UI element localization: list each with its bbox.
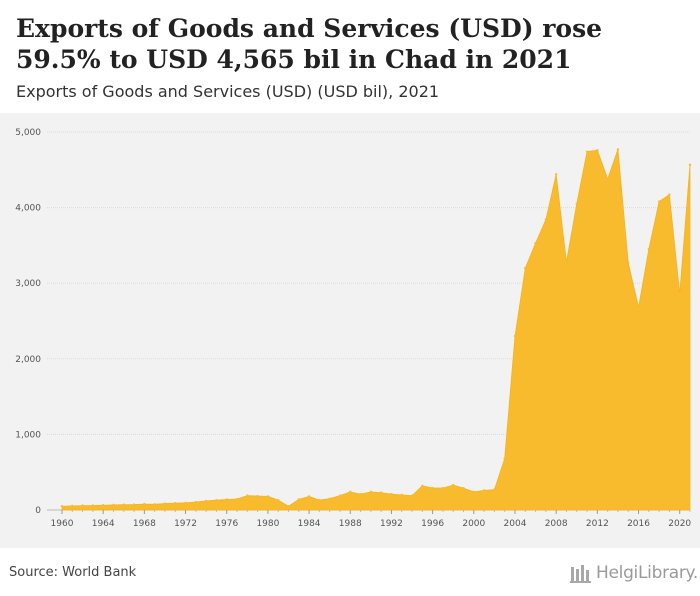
logo-text: HelgiLibrary. [596, 563, 699, 583]
data-point [328, 497, 331, 500]
x-tick-label: 1988 [339, 519, 362, 529]
data-point [524, 266, 527, 270]
data-point [81, 504, 84, 507]
chart-subtitle: Exports of Goods and Services (USD) (USD… [16, 82, 440, 101]
data-point [256, 494, 259, 498]
x-tick-label: 1996 [421, 519, 444, 529]
data-point [112, 503, 115, 507]
data-point [101, 504, 105, 507]
data-point [246, 494, 249, 497]
data-point [575, 202, 578, 206]
x-tick-label: 2004 [504, 519, 527, 529]
y-tick-label: 5,000 [15, 128, 41, 138]
chart-title: Exports of Goods and Services (USD) rose… [16, 14, 603, 74]
data-point [276, 498, 280, 502]
area-series [60, 148, 692, 511]
data-point [627, 261, 630, 264]
data-point [616, 148, 620, 151]
data-point [596, 148, 599, 152]
area-series-fill [61, 149, 691, 511]
x-tick-label: 1972 [174, 519, 197, 529]
brand-logo: HelgiLibrary. [570, 562, 698, 584]
data-point [688, 163, 692, 167]
data-point [215, 498, 218, 502]
x-tick-label: 2016 [627, 519, 650, 529]
x-tick-label: 2020 [668, 519, 691, 529]
area-chart: 0 1,000 2,000 3,000 4,000 5,000 1960 1964 1968 19… [15, 128, 692, 529]
x-tick-label: 1960 [51, 519, 74, 529]
data-point [554, 173, 558, 176]
data-point [400, 493, 403, 497]
data-point [668, 193, 671, 196]
data-point [565, 260, 568, 264]
data-point [462, 486, 465, 490]
data-point [143, 502, 146, 506]
data-point [287, 505, 290, 508]
data-point [297, 498, 300, 501]
data-point [513, 334, 517, 338]
source-note: Source: World Bank [9, 565, 137, 580]
data-point [472, 490, 476, 494]
data-point [266, 495, 270, 498]
data-point [503, 457, 506, 460]
data-point [482, 489, 486, 492]
data-point [390, 492, 393, 496]
data-point [318, 498, 321, 502]
data-point [153, 503, 156, 506]
x-tick-label: 2008 [545, 519, 568, 529]
data-point [379, 491, 383, 494]
data-point [184, 501, 187, 505]
data-point [359, 492, 362, 496]
x-tick-label: 1968 [133, 519, 156, 529]
data-point [174, 501, 177, 505]
x-tick-label: 2012 [586, 519, 609, 529]
data-point [441, 486, 445, 490]
data-point [122, 503, 125, 506]
y-tick-label: 1,000 [15, 430, 41, 440]
data-point [431, 486, 434, 490]
data-point [493, 488, 496, 491]
data-point [71, 504, 74, 508]
axes: 0 1,000 2,000 3,000 4,000 5,000 1960 1964 1968 19… [15, 128, 691, 529]
data-point [204, 499, 208, 503]
data-point [235, 497, 239, 501]
x-tick-label: 2000 [462, 519, 485, 529]
x-tick-label: 1992 [380, 519, 403, 529]
data-point [544, 218, 548, 221]
data-point [585, 150, 589, 153]
data-point [647, 247, 651, 251]
data-point [410, 494, 414, 497]
y-tick-label: 3,000 [15, 279, 41, 289]
y-tick-label: 0 [35, 506, 41, 516]
data-point [657, 200, 661, 203]
x-tick-label: 1976 [215, 519, 238, 529]
data-point [349, 490, 352, 494]
data-point [421, 484, 424, 488]
data-point [194, 500, 198, 504]
data-point [132, 503, 136, 506]
data-point [91, 504, 95, 507]
data-point [369, 490, 373, 494]
x-tick-label: 1980 [256, 519, 279, 529]
data-point [678, 292, 681, 295]
data-point [452, 483, 455, 487]
x-tick-label: 1964 [92, 519, 115, 529]
data-point [307, 495, 311, 498]
x-tick-label: 1984 [298, 519, 321, 529]
data-point [534, 241, 537, 245]
y-tick-label: 4,000 [15, 204, 41, 214]
library-icon [570, 565, 591, 583]
data-point [637, 306, 640, 309]
data-point [338, 494, 342, 497]
data-point [225, 498, 228, 501]
data-point [606, 177, 609, 181]
data-point [60, 505, 64, 508]
y-tick-label: 2,000 [15, 355, 41, 365]
data-point [163, 502, 167, 505]
header: Exports of Goods and Services (USD) rose… [0, 0, 700, 113]
